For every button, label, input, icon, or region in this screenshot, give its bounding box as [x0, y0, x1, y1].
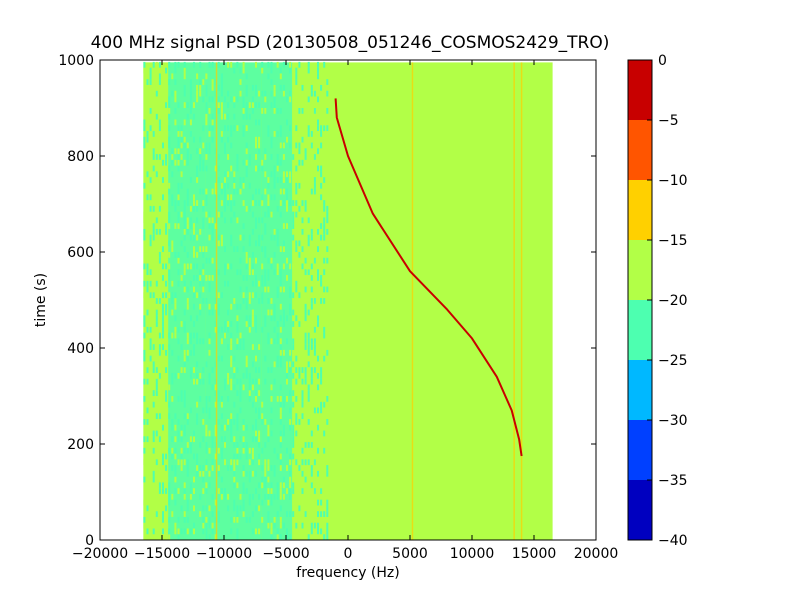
chart-title: 400 MHz signal PSD (20130508_051246_COSM… [91, 33, 610, 53]
colorbar-segment [628, 240, 652, 300]
colorbar-segment [628, 480, 652, 540]
x-tick-label: −20000 [72, 546, 128, 562]
signal-trace [334, 98, 523, 457]
colorbar-tick-label: −5 [658, 113, 679, 129]
y-tick-label: 0 [85, 533, 94, 549]
colorbar-segment [628, 120, 652, 180]
colorbar-tick-label: −35 [658, 473, 688, 489]
x-tick-label: 0 [344, 546, 353, 562]
colorbar-tick-label: −15 [658, 233, 688, 249]
y-tick-label: 400 [67, 341, 94, 357]
y-tick-label: 800 [67, 149, 94, 165]
x-tick-label: −5000 [262, 546, 309, 562]
x-axis: −20000 −15000 −10000 −5000 0 5000 10000 15000 20… [72, 60, 618, 562]
x-tick-label: −10000 [196, 546, 252, 562]
colorbar-tick-label: −20 [658, 293, 688, 309]
colorbar-segment [628, 60, 652, 120]
plot-area: −20000 −15000 −10000 −5000 0 5000 10000 15000 20… [58, 53, 618, 562]
y-axis-label: time (s) [33, 273, 49, 327]
x-axis-label: frequency (Hz) [296, 565, 399, 581]
y-tick-label: 200 [67, 437, 94, 453]
psd-texture [143, 61, 329, 540]
colorbar-segment [628, 180, 652, 240]
y-axis: 0 200 400 600 800 1000 [58, 53, 596, 549]
colorbar-tick-label: 0 [658, 53, 667, 69]
colorbar: −40 −35 −30 −25 −20 −15 −10 −5 0 [627, 53, 688, 549]
colorbar-tick-label: −25 [658, 353, 688, 369]
colorbar-segment [628, 420, 652, 480]
y-tick-label: 1000 [58, 53, 94, 69]
x-tick-label: −15000 [134, 546, 190, 562]
colorbar-tick-label: −40 [658, 533, 688, 549]
colorbar-segment [628, 300, 652, 360]
x-tick-label: 20000 [574, 546, 619, 562]
colorbar-tick-label: −30 [658, 413, 688, 429]
colorbar-tick-label: −10 [658, 173, 688, 189]
psd-heatmap [143, 61, 553, 540]
x-tick-label: 15000 [512, 546, 557, 562]
y-tick-label: 600 [67, 245, 94, 261]
x-tick-label: 5000 [392, 546, 428, 562]
psd-band-2 [205, 62, 262, 540]
colorbar-segment [628, 360, 652, 420]
x-tick-label: 10000 [450, 546, 495, 562]
